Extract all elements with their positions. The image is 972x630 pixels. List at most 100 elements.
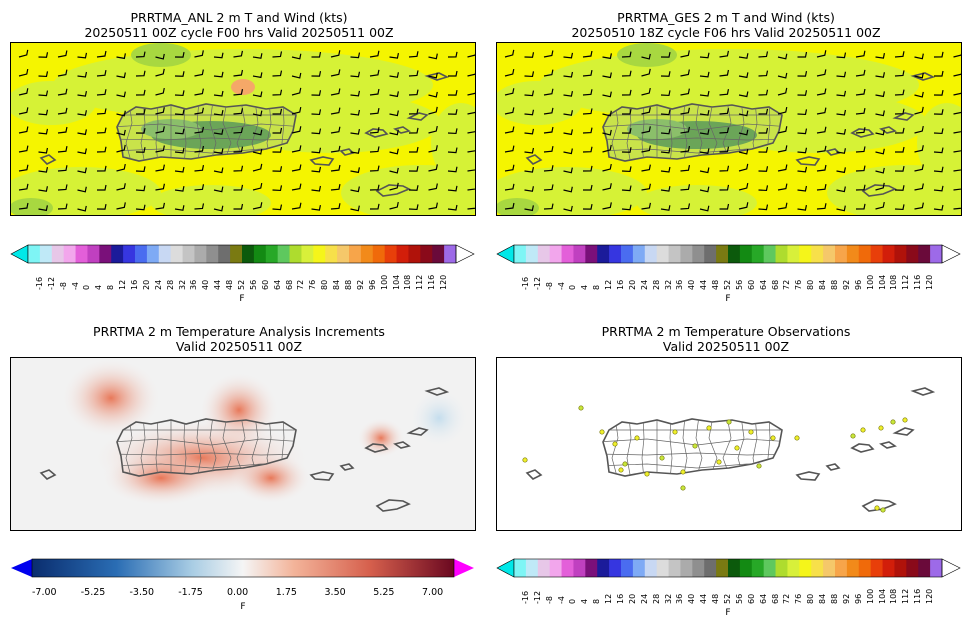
wind-barb xyxy=(524,71,535,78)
wind-barb xyxy=(504,107,515,115)
colorbar-tick-label: 108 xyxy=(403,274,413,290)
wind-barb xyxy=(447,204,458,211)
colorbar-swatch xyxy=(289,245,302,263)
colorbar-swatch xyxy=(170,245,183,263)
colorbar-frame xyxy=(513,244,943,264)
colorbar-tick-label: 36 xyxy=(675,279,685,290)
vieques xyxy=(795,471,821,481)
wind-barb xyxy=(621,51,632,58)
colorbar-swatch xyxy=(632,245,646,263)
wind-barb xyxy=(680,145,691,153)
wind-barb xyxy=(57,88,68,96)
wind-barb xyxy=(467,149,475,153)
wind-barb xyxy=(252,53,263,59)
temp-zone xyxy=(497,198,539,215)
wind-barb xyxy=(57,107,68,115)
wind-barb xyxy=(155,68,165,77)
colorbar-tick-label: 96 xyxy=(853,593,863,604)
wind-barb xyxy=(330,107,341,115)
wind-barb xyxy=(641,164,651,172)
wind-barb xyxy=(38,52,49,58)
wind-barb xyxy=(408,127,419,134)
wind-barb xyxy=(77,148,87,155)
wind-barb xyxy=(914,145,924,153)
st-john xyxy=(879,441,897,449)
colorbar-swatch xyxy=(597,245,610,263)
wind-barb xyxy=(350,71,361,78)
colorbar-gradient xyxy=(32,559,454,577)
colorbar-tick-label: 8 xyxy=(106,284,116,290)
observation-point xyxy=(770,435,776,441)
colorbar-tick-label: 28 xyxy=(651,593,661,604)
observation-point xyxy=(880,507,886,513)
wind-barb xyxy=(524,186,534,192)
wind-barb xyxy=(194,126,205,134)
wind-barb xyxy=(447,109,458,115)
wind-barb xyxy=(428,202,438,210)
wind-barb xyxy=(758,51,769,58)
tortola xyxy=(892,427,915,436)
wind-barb xyxy=(777,164,788,172)
wind-barb xyxy=(836,167,846,174)
wind-barb xyxy=(933,204,944,211)
tortola xyxy=(892,112,915,121)
observation-point xyxy=(902,417,908,423)
wind-barb xyxy=(680,69,690,77)
wind-barb xyxy=(409,146,419,153)
observation-point xyxy=(878,425,884,431)
wind-barb xyxy=(135,166,146,173)
wind-barb xyxy=(777,53,788,60)
colorbar-tick-label: 88 xyxy=(830,593,839,604)
colorbar-tick-label: 76 xyxy=(308,279,318,290)
wind-barb xyxy=(855,184,866,191)
wind-barb xyxy=(582,204,593,210)
colorbar-tick-label: 84 xyxy=(332,279,342,290)
wind-barb xyxy=(543,88,554,96)
colorbar-swatch xyxy=(573,245,586,263)
wind-barb xyxy=(272,204,283,211)
wind-barb xyxy=(291,106,302,115)
colorbar-tick-label: -12 xyxy=(532,590,542,604)
wind-barb xyxy=(389,167,399,174)
colorbar-tick-label: 112 xyxy=(901,274,911,290)
colorbar-tick-label: 12 xyxy=(604,593,614,604)
wind-barb xyxy=(563,129,573,136)
colorbar-swatch xyxy=(408,245,421,263)
wind-barb xyxy=(602,72,612,79)
wind-barb xyxy=(389,201,399,210)
wind-barb xyxy=(914,125,924,134)
wind-barb xyxy=(389,148,399,155)
colorbar-tick-label: -12 xyxy=(46,276,56,290)
title-bottom-left: PRRTMA 2 m Temperature Analysis Incremen… xyxy=(6,324,472,354)
colorbar-tick-label: 44 xyxy=(699,279,709,290)
wind-barb xyxy=(467,130,475,134)
colorbar-tick-label: 36 xyxy=(675,593,685,604)
wind-barb xyxy=(233,69,244,77)
colorbar-swatch xyxy=(301,245,314,263)
wind-barb xyxy=(272,89,283,96)
wind-barb xyxy=(350,90,361,97)
temp-zone xyxy=(11,81,96,125)
map-panel-guess xyxy=(496,42,962,216)
colorbar-swatch xyxy=(811,245,824,263)
colorbar-tick-label: 16 xyxy=(616,593,625,604)
wind-barb xyxy=(660,109,671,116)
wind-barb xyxy=(543,69,554,77)
wind-barb xyxy=(408,70,419,77)
wind-barb xyxy=(330,126,341,134)
wind-barb xyxy=(369,50,380,58)
colorbar-tick-label: -4 xyxy=(70,282,80,290)
wind-barb xyxy=(758,185,769,192)
colorbar-tick-label: 12 xyxy=(118,279,128,290)
wind-barb xyxy=(233,184,244,191)
mona xyxy=(39,154,57,165)
wind-barb xyxy=(116,202,126,210)
colorbar-tick-label: 24 xyxy=(153,279,163,290)
wind-barb xyxy=(18,202,29,210)
colorbar-tick-label: 44 xyxy=(213,279,223,290)
wind-barb xyxy=(836,205,846,212)
wind-barb xyxy=(291,202,302,210)
wind-barb xyxy=(213,205,224,212)
colorbar-tick-label: 40 xyxy=(687,593,697,604)
observation-point xyxy=(748,429,754,435)
